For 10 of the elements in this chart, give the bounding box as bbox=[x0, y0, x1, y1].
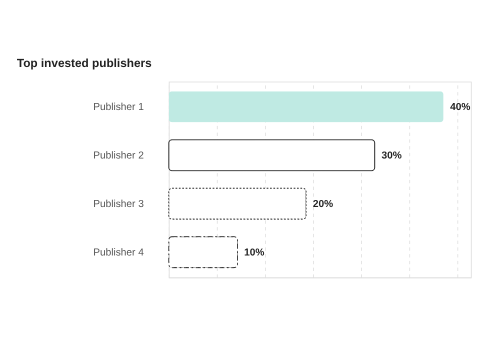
y-tick-label: Publisher 2 bbox=[93, 150, 144, 162]
y-tick-label: Publisher 1 bbox=[93, 102, 144, 114]
data-label: 20% bbox=[312, 199, 334, 210]
data-label: 30% bbox=[382, 150, 402, 162]
chart-title: Top invested publishers bbox=[16, 56, 152, 70]
data-label: 10% bbox=[244, 248, 264, 259]
data-label: 40% bbox=[450, 102, 470, 114]
y-tick-label: Publisher 4 bbox=[93, 248, 144, 259]
bar bbox=[168, 91, 444, 122]
y-tick-label: Publisher 3 bbox=[93, 199, 144, 210]
